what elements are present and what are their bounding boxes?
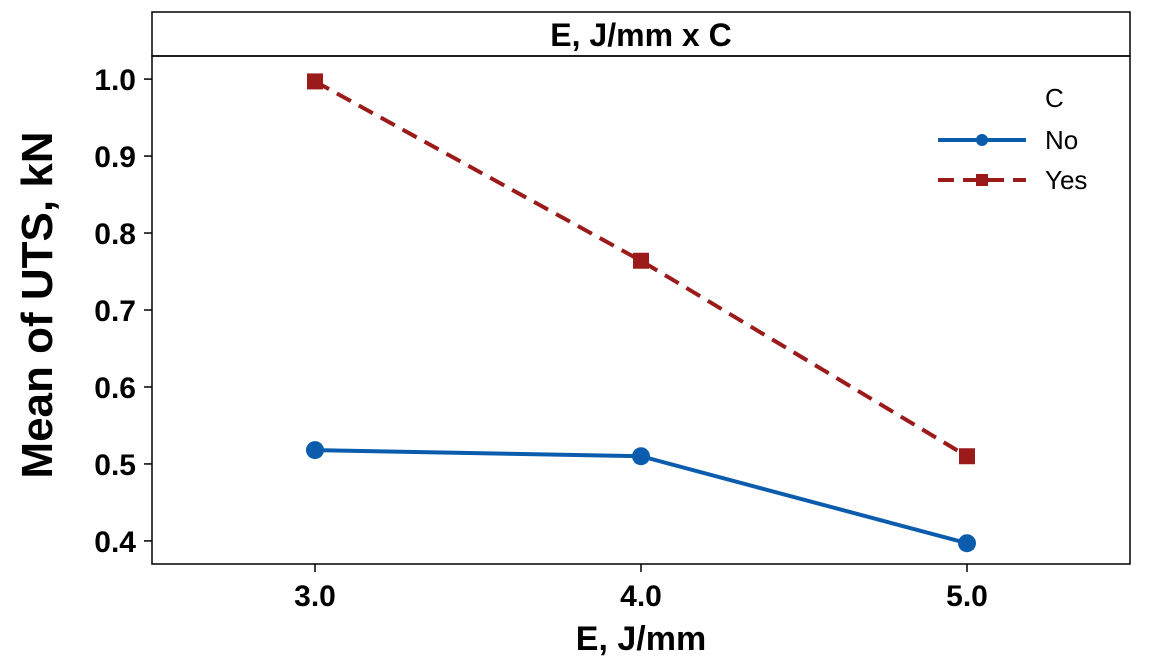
legend-entry-yes: Yes (938, 165, 1087, 195)
legend-marker-yes (976, 174, 988, 186)
legend-label-no: No (1045, 125, 1078, 155)
plot-area (151, 55, 1131, 565)
y-tick-label: 1.0 (94, 64, 136, 97)
data-point-yes-1 (633, 252, 649, 269)
chart-title: E, J/mm x C (550, 17, 731, 53)
x-tick-label: 3.0 (294, 580, 336, 613)
x-tick-label: 4.0 (620, 580, 662, 613)
y-tick-label: 0.7 (94, 295, 136, 328)
data-point-no-0 (306, 441, 324, 460)
x-axis-title: E, J/mm (576, 620, 706, 658)
legend-entry-no: No (938, 125, 1078, 155)
series-layer (306, 73, 976, 553)
x-tick-label: 5.0 (946, 580, 988, 613)
data-point-no-1 (632, 447, 650, 466)
legend-label-yes: Yes (1045, 165, 1087, 195)
y-tick-label: 0.6 (94, 372, 136, 405)
y-axis-title: Mean of UTS, kN (13, 131, 62, 478)
legend: C No Yes (938, 83, 1087, 195)
ticks: 0.4 0.5 0.6 0.7 0.8 0.9 1.0 3.0 4.0 5.0 (94, 64, 988, 613)
data-point-no-2 (958, 534, 976, 553)
y-tick-label: 0.4 (94, 526, 136, 559)
y-tick-label: 0.8 (94, 218, 136, 251)
title-banner (151, 11, 1131, 57)
y-tick-label: 0.5 (94, 449, 136, 482)
series-line-yes (314, 79, 969, 458)
y-tick-label: 0.9 (94, 141, 136, 174)
legend-marker-no (976, 134, 988, 146)
data-point-yes-0 (307, 73, 323, 90)
legend-title: C (1045, 83, 1064, 113)
data-point-yes-2 (959, 448, 975, 465)
